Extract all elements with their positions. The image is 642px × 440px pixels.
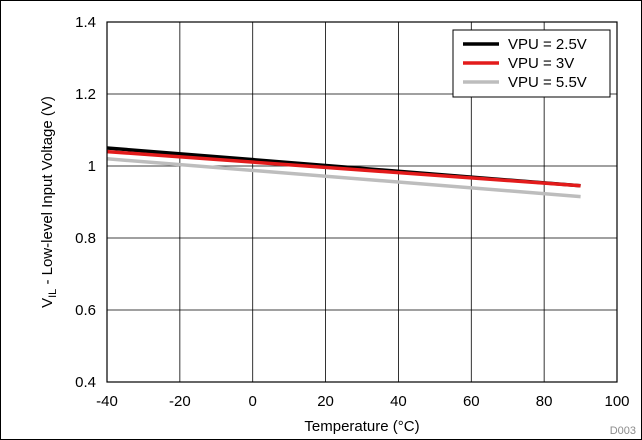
figure-id: D003 — [610, 425, 636, 437]
y-axis-label: VIL - Low-level Input Voltage (V) — [39, 96, 59, 308]
x-tick-label: 60 — [463, 393, 480, 410]
x-axis-label: Temperature (°C) — [304, 418, 419, 435]
x-tick-label: 20 — [317, 393, 334, 410]
y-tick-label: 1.2 — [75, 86, 96, 103]
series-line — [106, 157, 581, 199]
x-tick-label: 100 — [604, 393, 629, 410]
x-tick-label: -40 — [96, 393, 118, 410]
y-tick-labels: 0.4 0.6 0.8 1 1.2 1.4 — [75, 14, 96, 391]
legend-label: VPU = 5.5V — [508, 74, 587, 91]
y-tick-label: 1.4 — [75, 14, 96, 31]
x-tick-label: 40 — [390, 393, 407, 410]
y-axis-label-subscript: IL — [47, 289, 59, 298]
x-tick-label: 80 — [536, 393, 553, 410]
x-tick-labels: -40 -20 0 20 40 60 80 100 — [96, 393, 629, 410]
legend-label: VPU = 3V — [508, 55, 574, 72]
y-tick-label: 0.6 — [75, 302, 96, 319]
series-line — [106, 149, 581, 188]
legend-label: VPU = 2.5V — [508, 36, 587, 53]
x-tick-label: -20 — [169, 393, 191, 410]
y-tick-label: 0.4 — [75, 374, 96, 391]
y-axis-label-suffix: - Low-level Input Voltage (V) — [39, 96, 56, 289]
series-layer — [106, 146, 581, 199]
y-axis-label-prefix: V — [39, 298, 56, 308]
y-tick-label: 1 — [88, 158, 96, 175]
x-tick-label: 0 — [249, 393, 257, 410]
plot-frame — [106, 21, 618, 383]
y-tick-label: 0.8 — [75, 230, 96, 247]
legend: VPU = 2.5V VPU = 3V VPU = 5.5V — [452, 29, 611, 98]
